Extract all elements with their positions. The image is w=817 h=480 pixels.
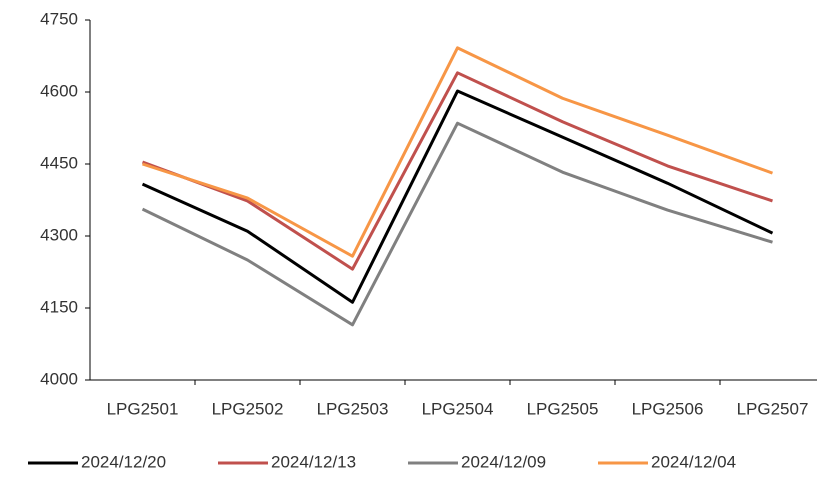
- legend-label: 2024/12/09: [461, 452, 546, 471]
- legend-label: 2024/12/20: [81, 452, 166, 471]
- series-line: [141, 121, 773, 327]
- series-line: [141, 71, 773, 271]
- legend-label: 2024/12/04: [651, 452, 736, 471]
- x-tick-label: LPG2503: [317, 399, 389, 418]
- x-tick-label: LPG2505: [527, 399, 599, 418]
- legend-label: 2024/12/13: [271, 452, 356, 471]
- y-tick-label: 4450: [40, 153, 78, 172]
- y-tick-label: 4150: [40, 297, 78, 316]
- y-tick-label: 4300: [40, 225, 78, 244]
- y-tick-label: 4000: [40, 369, 78, 388]
- y-tick-label: 4600: [40, 81, 78, 100]
- x-tick-label: LPG2502: [212, 399, 284, 418]
- series-line: [141, 89, 774, 304]
- x-tick-label: LPG2504: [422, 399, 494, 418]
- x-tick-label: LPG2506: [632, 399, 704, 418]
- x-tick-label: LPG2501: [107, 399, 179, 418]
- series-line: [142, 46, 774, 258]
- x-tick-label: LPG2507: [737, 399, 809, 418]
- y-tick-label: 4750: [40, 9, 78, 28]
